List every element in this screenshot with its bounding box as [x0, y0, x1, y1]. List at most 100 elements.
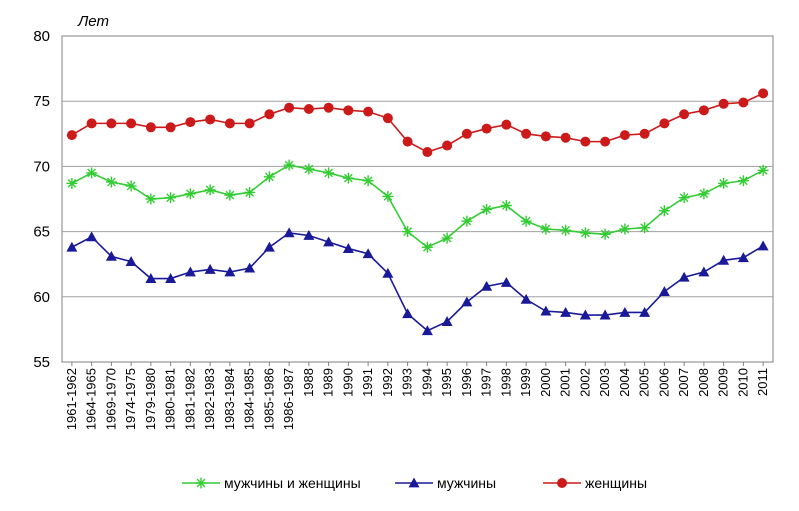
x-tick-label: 1990 — [340, 368, 355, 397]
data-point-men — [757, 240, 769, 251]
data-point-women — [264, 109, 275, 120]
x-tick-label: 1996 — [459, 368, 474, 397]
x-tick-label: 1992 — [380, 368, 395, 397]
data-point-men — [283, 227, 295, 238]
data-point-men — [263, 241, 275, 252]
data-point-women — [481, 123, 492, 134]
x-tick-label: 1984-1985 — [242, 368, 257, 430]
data-point-all — [639, 222, 651, 234]
data-point-all — [184, 188, 196, 200]
data-point-women — [224, 118, 235, 129]
data-point-all — [500, 200, 512, 212]
data-point-all — [678, 192, 690, 204]
y-tick-label: 80 — [33, 28, 50, 45]
y-tick-label: 75 — [33, 93, 50, 110]
data-point-women — [580, 136, 591, 147]
data-point-all — [105, 176, 117, 188]
x-tick-label: 2000 — [538, 368, 553, 397]
data-point-all — [303, 163, 315, 175]
data-point-all — [86, 167, 98, 179]
y-tick-label: 65 — [33, 224, 50, 241]
data-point-women — [205, 114, 216, 125]
data-point-women — [758, 88, 769, 99]
data-point-men — [619, 306, 631, 317]
data-point-women — [619, 130, 630, 141]
y-tick-label: 70 — [33, 158, 50, 175]
data-point-women — [442, 140, 453, 151]
data-point-all — [402, 226, 414, 238]
x-tick-label: 1983-1984 — [222, 368, 237, 430]
data-point-all — [461, 215, 473, 227]
data-point-women — [600, 136, 611, 147]
x-tick-label: 1980-1981 — [163, 368, 178, 430]
x-tick-label: 2005 — [637, 368, 652, 397]
x-tick-label: 2002 — [577, 368, 592, 397]
data-point-women — [718, 98, 729, 109]
data-point-women — [126, 118, 137, 129]
data-point-women — [303, 104, 314, 115]
data-point-women — [461, 128, 472, 139]
data-point-men — [145, 273, 157, 283]
data-point-men — [66, 241, 78, 252]
x-tick-label: 2009 — [716, 368, 731, 397]
data-point-men — [125, 256, 137, 266]
data-point-all — [481, 203, 493, 215]
series-layer — [66, 88, 769, 336]
y-axis-unit-label: Лет — [77, 13, 109, 30]
data-point-all — [599, 228, 611, 240]
data-point-women — [323, 102, 334, 113]
legend-marker-all — [195, 477, 207, 489]
data-point-women — [639, 128, 650, 139]
data-point-men — [599, 309, 611, 320]
data-point-women — [659, 118, 670, 129]
data-point-all — [342, 172, 354, 184]
data-point-all — [540, 223, 552, 235]
legend-marker-women — [557, 478, 567, 488]
series-all — [66, 159, 769, 253]
data-point-women — [540, 131, 551, 142]
data-point-men — [639, 306, 651, 317]
data-point-all — [204, 184, 216, 196]
data-point-men — [382, 267, 394, 278]
data-point-all — [362, 175, 374, 187]
series-men — [66, 227, 769, 336]
legend-item-all: мужчины и женщины — [182, 475, 361, 491]
data-point-women — [145, 122, 156, 133]
legend-label-men: мужчины — [437, 475, 496, 491]
x-tick-label: 2006 — [656, 368, 671, 397]
data-point-women — [343, 105, 354, 116]
x-tick-label: 2004 — [617, 368, 632, 397]
data-point-women — [382, 113, 393, 124]
data-point-all — [560, 224, 572, 236]
data-point-men — [86, 231, 98, 242]
x-tick-label: 1994 — [419, 368, 434, 397]
data-point-women — [165, 122, 176, 133]
data-point-men — [204, 263, 216, 274]
data-point-men — [323, 236, 335, 247]
data-point-men — [520, 293, 532, 304]
x-tick-label: 1995 — [439, 368, 454, 397]
data-point-all — [757, 164, 769, 176]
x-tick-label: 1979-1980 — [143, 368, 158, 430]
x-tick-label: 2003 — [597, 368, 612, 397]
data-point-men — [461, 296, 473, 307]
data-point-men — [105, 250, 117, 261]
data-point-men — [678, 271, 690, 282]
x-tick-label: 1991 — [360, 368, 375, 397]
x-tick-label: 1985-1986 — [261, 368, 276, 430]
legend-marker-men — [408, 477, 420, 488]
data-point-women — [679, 109, 690, 120]
data-point-women — [698, 105, 709, 116]
data-point-men — [737, 252, 749, 263]
legend-label-all: мужчины и женщины — [224, 475, 361, 491]
x-tick-label: 1988 — [301, 368, 316, 397]
series-women — [66, 88, 769, 158]
x-tick-label: 1993 — [400, 368, 415, 397]
data-point-men — [362, 248, 374, 259]
x-tick-label: 1961-1962 — [64, 368, 79, 430]
data-point-men — [402, 308, 414, 319]
data-point-men — [184, 266, 196, 277]
x-tick-label: 1964-1965 — [84, 368, 99, 430]
x-tick-label: 1997 — [479, 368, 494, 397]
legend-item-women: женщины — [543, 475, 647, 491]
